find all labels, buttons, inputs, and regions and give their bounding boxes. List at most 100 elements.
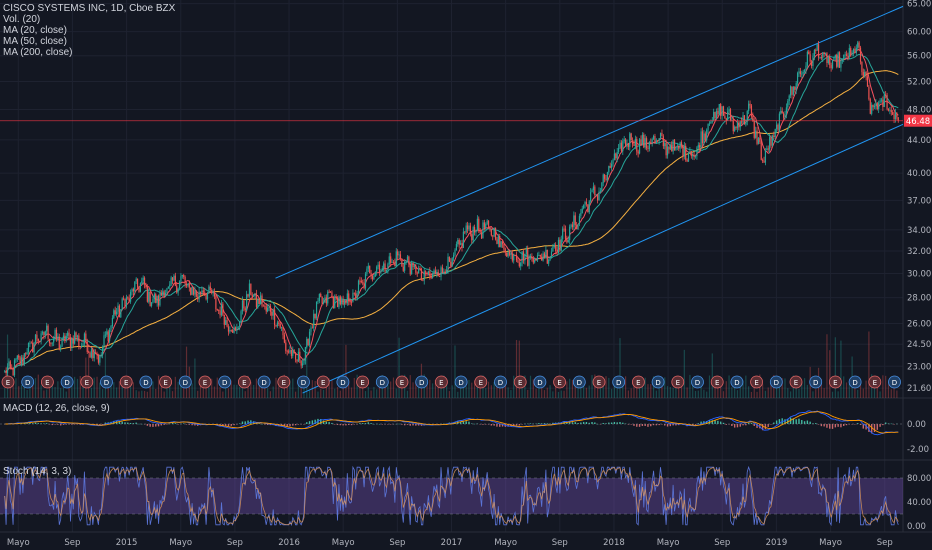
macd-histogram-bar [627, 424, 630, 425]
macd-histogram-bar [750, 423, 753, 424]
candle-body [850, 48, 852, 55]
dividend-badge [454, 375, 468, 389]
macd-legend[interactable]: MACD (12, 26, close, 9) [3, 403, 110, 414]
volume-bar [591, 375, 593, 398]
macd-histogram-bar [303, 424, 305, 425]
volume-bar [652, 376, 655, 398]
candle-body [264, 305, 266, 307]
volume-bar [636, 381, 638, 398]
indicator-tick-label: 0.00 [907, 420, 926, 430]
candle-body [652, 136, 655, 140]
candle-body [654, 136, 656, 143]
candle-body [700, 131, 702, 148]
macd-histogram-bar [809, 421, 811, 424]
macd-histogram-bar [222, 424, 224, 426]
candle-body [215, 296, 217, 310]
candle-body [377, 264, 379, 267]
candle-body [801, 73, 803, 75]
macd-histogram-bar [725, 424, 727, 425]
candle-body [492, 235, 494, 237]
earnings-badge [868, 375, 882, 389]
macd-histogram-bar [736, 424, 739, 428]
candle-body [349, 301, 351, 303]
macd-histogram-bar [529, 423, 532, 424]
candle-body [717, 110, 719, 115]
candle-body [555, 244, 557, 251]
candle-body [791, 86, 793, 95]
macd-histogram-bar [462, 421, 465, 424]
ma200-legend[interactable]: MA (200, close) [3, 47, 73, 58]
candle-body [121, 298, 123, 310]
candle-body [310, 327, 312, 332]
candle-body [609, 166, 611, 168]
macd-histogram-bar [485, 424, 487, 425]
dividend-badge [848, 375, 862, 389]
candle-body [272, 309, 274, 316]
ma20-legend[interactable]: MA (20, close) [3, 25, 67, 36]
price-axis[interactable]: 65.00 60.00 56.00 52.00 48.00 44.00 40.00 37.00… [907, 0, 931, 532]
volume-bar [714, 384, 716, 398]
macd-histogram-bar [722, 422, 725, 424]
candle-body [390, 256, 392, 263]
candle-body [346, 293, 348, 304]
volume-bar [401, 388, 403, 398]
volume-bar [736, 390, 739, 398]
candle-body [501, 241, 504, 245]
macd-histogram-bar [286, 424, 288, 427]
candle-body [756, 130, 758, 144]
candle-body [157, 295, 160, 306]
macd-histogram-bar [834, 424, 837, 428]
volume-legend[interactable]: Vol. (20) [3, 14, 41, 25]
volume-bar [236, 384, 238, 398]
volume-bar [566, 381, 568, 398]
volume-bar [599, 386, 602, 398]
volume-bar [281, 389, 283, 398]
candle-body [218, 309, 220, 311]
volume-bar [622, 383, 624, 398]
macd-histogram-bar [191, 424, 193, 426]
badge-letter: D [774, 379, 779, 387]
candle-body [694, 155, 697, 157]
candle-body [240, 311, 242, 322]
candle-body [469, 225, 471, 235]
ma50-legend[interactable]: MA (50, close) [3, 36, 67, 47]
time-axis[interactable]: Mayo Sep 2015 Mayo Sep 2016 Mayo Sep 2017 Mayo Sep… [7, 538, 893, 548]
candle-body [74, 332, 76, 344]
stoch-legend[interactable]: Stoch (14, 3, 3) [3, 466, 72, 477]
volume-bar [107, 383, 109, 398]
macd-histogram-bar [339, 424, 342, 426]
candle-body [278, 322, 280, 324]
macd-histogram-bar [647, 424, 649, 427]
macd-histogram-bar [320, 419, 322, 424]
badge-letter: E [557, 379, 561, 387]
volume-bar [557, 391, 560, 398]
stoch-pane [0, 465, 903, 527]
trend-channel[interactable] [275, 5, 904, 394]
volume-bar [865, 380, 867, 398]
volume-bar [770, 380, 772, 398]
candle-body [404, 261, 406, 271]
candle-body [762, 159, 764, 161]
volume-bar [104, 352, 107, 398]
volume-bar [205, 383, 207, 398]
badge-letter: D [25, 379, 30, 387]
macd-histogram-bar [247, 420, 249, 424]
badge-letter: D [892, 379, 897, 387]
candle-body [792, 87, 794, 95]
macd-histogram-bar [96, 424, 98, 425]
symbol-title[interactable]: CISCO SYSTEMS INC, 1D, Cboe BZX [3, 3, 176, 14]
candle-body [446, 269, 448, 273]
badge-letter: D [380, 379, 385, 387]
candle-body [655, 140, 657, 143]
volume-bar [580, 379, 582, 398]
candle-body [164, 292, 167, 297]
candle-body [408, 256, 410, 265]
volume-bar [605, 376, 607, 398]
macd-histogram-bar [328, 421, 330, 424]
candle-body [9, 361, 11, 369]
candle-body [198, 291, 200, 300]
candle-body [226, 320, 228, 327]
indicator-tick-label: 0.00 [907, 522, 926, 532]
